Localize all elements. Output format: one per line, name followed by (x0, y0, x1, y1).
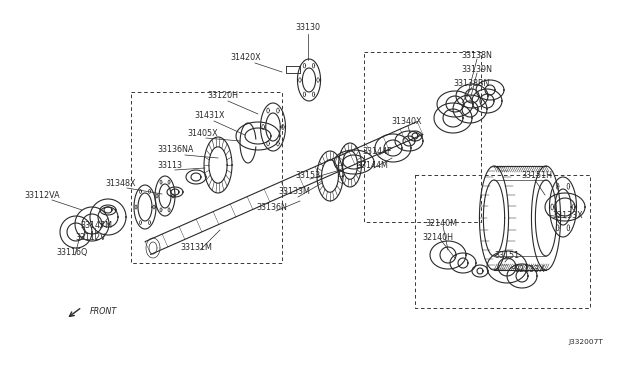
Text: 33151H: 33151H (522, 171, 552, 180)
Text: 33113: 33113 (157, 160, 182, 170)
Text: 33136NA: 33136NA (158, 145, 194, 154)
Text: 33120H: 33120H (207, 92, 239, 100)
Text: 31431X: 31431X (195, 112, 225, 121)
Text: 33130: 33130 (296, 23, 321, 32)
Text: 32133X: 32133X (553, 211, 583, 219)
Text: 33144M: 33144M (356, 160, 388, 170)
Text: 33138N: 33138N (461, 51, 492, 60)
Text: 33144F: 33144F (362, 147, 392, 155)
Text: 33131M: 33131M (180, 244, 212, 253)
Text: 33151: 33151 (495, 250, 520, 260)
Text: J332007T: J332007T (568, 339, 604, 345)
Text: 33136N: 33136N (257, 203, 287, 212)
Text: 31340X: 31340X (392, 118, 422, 126)
Text: 31405X: 31405X (188, 128, 218, 138)
Text: 33112VA: 33112VA (24, 192, 60, 201)
Text: 33116Q: 33116Q (56, 248, 88, 257)
Text: 33138BN: 33138BN (454, 78, 490, 87)
Text: 32140M: 32140M (425, 218, 457, 228)
Text: 33139N: 33139N (461, 64, 493, 74)
Text: 33112V: 33112V (76, 234, 106, 243)
Text: FRONT: FRONT (90, 307, 117, 315)
Text: 31348X: 31348X (106, 179, 136, 187)
Text: 33133M: 33133M (278, 187, 310, 196)
Text: 33153: 33153 (296, 170, 321, 180)
Text: 31420X: 31420X (230, 54, 261, 62)
Text: 33147M: 33147M (80, 221, 112, 230)
Text: 32133X: 32133X (515, 266, 545, 275)
Text: 32140H: 32140H (422, 232, 454, 241)
